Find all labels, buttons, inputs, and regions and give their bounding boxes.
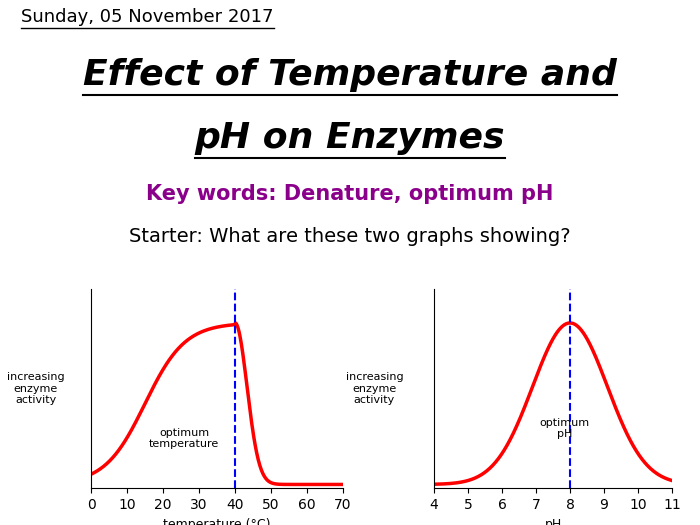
Text: Effect of Temperature and: Effect of Temperature and: [83, 58, 617, 92]
X-axis label: temperature (°C): temperature (°C): [163, 518, 271, 525]
Text: Sunday, 05 November 2017: Sunday, 05 November 2017: [21, 7, 274, 26]
Text: increasing
enzyme
activity: increasing enzyme activity: [346, 372, 403, 405]
X-axis label: pH: pH: [545, 518, 561, 525]
Text: optimum
pH: optimum pH: [540, 417, 590, 439]
Text: Key words: Denature, optimum pH: Key words: Denature, optimum pH: [146, 184, 554, 204]
Text: pH on Enzymes: pH on Enzymes: [195, 121, 505, 155]
Text: Starter: What are these two graphs showing?: Starter: What are these two graphs showi…: [130, 227, 570, 246]
Text: increasing
enzyme
activity: increasing enzyme activity: [7, 372, 64, 405]
Text: optimum
temperature: optimum temperature: [149, 427, 219, 449]
